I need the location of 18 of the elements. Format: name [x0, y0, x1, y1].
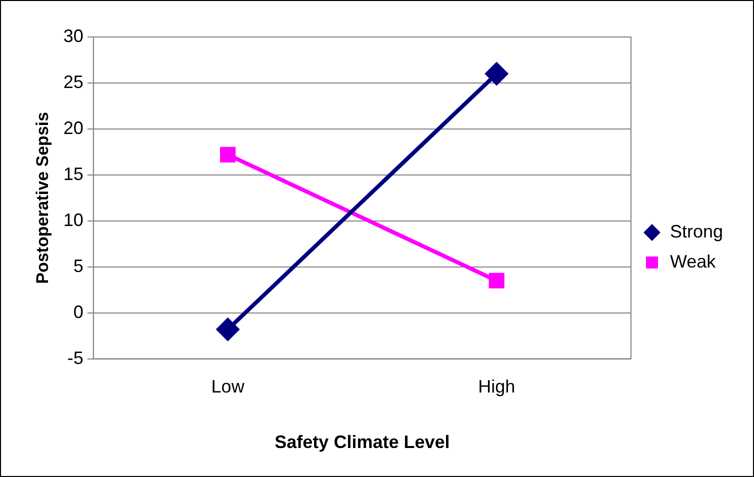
y-tick-label: 25	[63, 72, 84, 92]
y-tick-label: -5	[67, 348, 84, 368]
point	[216, 317, 240, 342]
y-tick-label: 5	[73, 256, 84, 276]
legend-label: Strong	[670, 221, 724, 242]
y-tick-label: 15	[63, 164, 84, 184]
y-tick-label: 0	[73, 302, 84, 322]
x-axis-title: Safety Climate Level	[274, 432, 450, 452]
y-axis-title: Postoperative Sepsis	[32, 112, 52, 284]
x-tick-label: Low	[211, 376, 246, 397]
x-tick-label: High	[478, 376, 516, 397]
y-tick-label: 10	[63, 210, 84, 230]
point	[488, 272, 504, 288]
point	[484, 62, 509, 86]
legend-label: Weak	[670, 251, 717, 272]
y-tick-label: 30	[63, 26, 84, 46]
point	[220, 146, 236, 162]
y-tick-label: 20	[63, 118, 84, 138]
